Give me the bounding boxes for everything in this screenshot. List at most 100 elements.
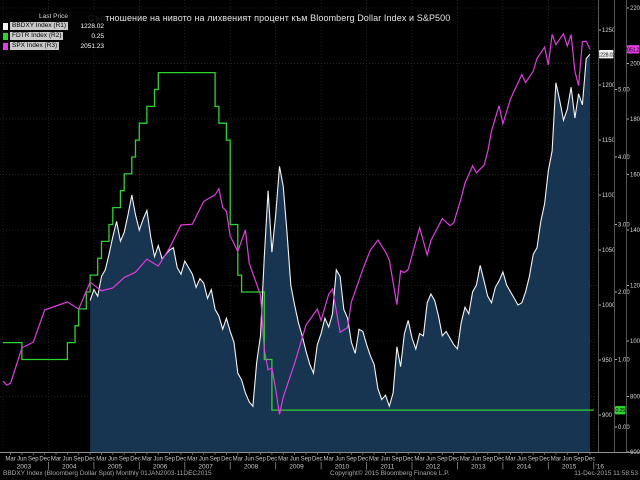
legend-header: Last Price <box>39 13 68 20</box>
x-quarter-label: Sep <box>482 457 493 463</box>
x-year-label: 2008 <box>244 464 259 471</box>
fdtr-legend-label: FDTR Index (R2) <box>10 32 64 40</box>
axis-r3-tick-label: 1600 <box>630 173 640 179</box>
x-quarter-label: Sep <box>255 457 266 463</box>
x-quarter-label: Jun <box>335 457 345 463</box>
x-quarter-label: Mar <box>369 457 379 463</box>
axis-r1-tick-label: 1100 <box>602 193 616 199</box>
x-quarter-label: Mar <box>278 457 288 463</box>
x-quarter-label: Jun <box>426 457 436 463</box>
axis-r2-tick-label: 3.00 <box>618 223 630 229</box>
bbdxy-last-price-box-label: 1228.02 <box>597 52 615 58</box>
axis-r2-tick-label: 4.00 <box>618 155 630 161</box>
axis-r2-tick-label: 2.00 <box>618 290 630 296</box>
right-axes: 900 950 1000 1050 1100 1150 1200 1250 0.00 1.00 2.… <box>597 0 640 456</box>
fdtr-step-line <box>3 71 594 411</box>
x-year-label: 2005 <box>107 464 122 471</box>
footer-copyright: Copyright© 2015 Bloomberg Finance L.P. <box>330 470 450 477</box>
x-year-label: 2013 <box>471 464 486 471</box>
legend-row-spx[interactable]: SPX Index (R3) 2051.23 <box>3 41 104 51</box>
axis-r3-tick-label: 2200 <box>630 6 640 12</box>
fdtr-color-swatch <box>3 32 8 40</box>
x-quarter-label: Sep <box>392 457 403 463</box>
axis-r2-tick-label: 1.00 <box>618 358 630 364</box>
spx-last-price: 2051.23 <box>80 42 105 50</box>
x-quarter-label: Mar <box>505 457 515 463</box>
x-quarter-label: Dec <box>539 457 550 463</box>
x-quarter-label: Mar <box>324 457 334 463</box>
fdtr-last-price: 0.25 <box>91 32 104 40</box>
x-year-label: 2015 <box>562 464 577 471</box>
axis-r3-tick-label: 1200 <box>630 284 640 290</box>
x-quarter-label: Sep <box>528 457 539 463</box>
x-quarter-label: Sep <box>210 457 221 463</box>
x-year-label: 2003 <box>17 464 32 471</box>
x-quarter-label: Mar <box>414 457 424 463</box>
axis-r1-tick-label: 1000 <box>602 303 616 309</box>
x-quarter-label: Jun <box>517 457 527 463</box>
x-year-label: 2010 <box>335 464 350 471</box>
spx-line <box>2 32 591 415</box>
x-quarter-label: Dec <box>39 457 50 463</box>
chart-title: Съотношение на нивото на лихвеният проце… <box>88 13 451 23</box>
x-quarter-label: Dec <box>267 457 278 463</box>
axis-r3-tick-label: 600 <box>630 450 640 456</box>
axis-r2-tick-label: 5.00 <box>618 88 630 94</box>
x-quarter-label: Dec <box>176 457 187 463</box>
x-quarter-label: Jun <box>290 457 300 463</box>
footer-source-range: BBDXY Index (Bloomberg Dollar Spot) Mont… <box>3 470 212 477</box>
x-quarter-label: Mar <box>96 457 106 463</box>
bbdxy-last-price-box <box>599 49 614 59</box>
x-year-label: 2012 <box>426 464 441 471</box>
bbdxy-color-swatch <box>3 22 8 30</box>
axis-r3-tick-label: 2000 <box>630 62 640 68</box>
x-year-label-extra: '16 <box>596 464 605 471</box>
x-quarter-label: Jun <box>199 457 209 463</box>
spx-last-price-box-label: 2051.23 <box>624 47 640 53</box>
x-quarter-label: Mar <box>5 457 15 463</box>
spx-legend-label: SPX Index (R3) <box>10 42 60 50</box>
x-quarter-label: Mar <box>460 457 470 463</box>
x-quarter-label: Jun <box>562 457 572 463</box>
x-quarter-label: Sep <box>119 457 130 463</box>
x-quarter-label: Jun <box>472 457 482 463</box>
axis-r1-tick-label: 1150 <box>602 138 616 144</box>
x-quarter-label: Mar <box>233 457 243 463</box>
x-quarter-label: Mar <box>142 457 152 463</box>
spx-last-price-box <box>627 45 640 54</box>
x-quarter-label: Sep <box>28 457 39 463</box>
x-quarter-label: Dec <box>585 457 596 463</box>
x-year-label: 2009 <box>289 464 304 471</box>
x-quarter-label: Dec <box>403 457 414 463</box>
x-quarter-label: Mar <box>187 457 197 463</box>
axis-r1-tick-label: 900 <box>602 413 613 419</box>
axis-r1-tick-label: 1250 <box>602 28 616 34</box>
fdtr-last-price-box-label: 0.25 <box>615 408 625 414</box>
axis-r3-tick-label: 1800 <box>630 117 640 123</box>
x-quarter-label: Dec <box>312 457 323 463</box>
x-quarter-label: Dec <box>448 457 459 463</box>
x-quarter-label: Jun <box>63 457 73 463</box>
x-quarter-label: Jun <box>153 457 163 463</box>
axis-r3-tick-label: 800 <box>630 395 640 401</box>
x-quarter-label: Jun <box>17 457 27 463</box>
x-year-label: 2014 <box>516 464 531 471</box>
legend-panel: Last Price BBDXY Index (R1) 1228.02 FDTR I… <box>2 12 105 53</box>
footer-timestamp: 11-Dec-2015 11:58:53 <box>574 470 638 477</box>
x-quarter-label: Sep <box>164 457 175 463</box>
x-quarter-label: Dec <box>130 457 141 463</box>
spx-color-swatch <box>3 42 8 50</box>
legend-row-bbdxy[interactable]: BBDXY Index (R1) 1228.02 <box>3 21 104 31</box>
legend-row-fdtr[interactable]: FDTR Index (R2) 0.25 <box>3 31 104 41</box>
x-quarter-label: Sep <box>346 457 357 463</box>
legend-rows: BBDXY Index (R1) 1228.02 FDTR Index (R2) 0.… <box>3 21 104 51</box>
x-quarter-label: Sep <box>73 457 84 463</box>
x-quarter-label: Mar <box>551 457 561 463</box>
x-quarter-label: Sep <box>301 457 312 463</box>
x-quarter-label: Jun <box>108 457 118 463</box>
x-year-label: 2004 <box>62 464 77 471</box>
x-quarter-label: Dec <box>221 457 232 463</box>
